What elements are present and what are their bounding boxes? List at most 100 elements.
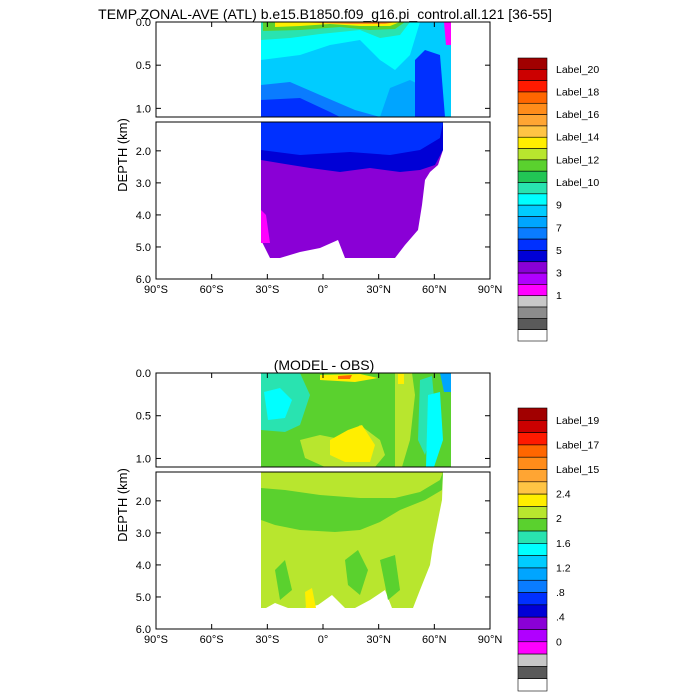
legend-label: 0 (556, 636, 562, 648)
legend-swatch (517, 493, 548, 507)
legend-label: 3 (556, 268, 562, 280)
legend-swatch (517, 407, 548, 421)
y-tick-label: 0.0 (136, 17, 151, 29)
legend-swatch (517, 148, 548, 161)
legend-swatch (517, 444, 548, 458)
field-region (261, 210, 270, 243)
field-region (440, 373, 451, 392)
legend-swatch (517, 567, 548, 581)
legend-label: Label_19 (556, 415, 599, 427)
y-tick-label: 0.0 (136, 368, 151, 380)
legend-swatch (517, 666, 548, 679)
legend-label: .8 (556, 587, 565, 599)
field-region (345, 550, 368, 595)
legend-label: 5 (556, 245, 562, 257)
legend-label: 1.2 (556, 562, 571, 574)
legend-swatch (517, 604, 548, 618)
y-tick-label: 3.0 (136, 528, 151, 540)
legend-label: 2.4 (556, 489, 571, 501)
legend-swatch (517, 284, 548, 297)
legend-swatch (517, 91, 548, 104)
legend-label: 1.6 (556, 538, 571, 550)
legend-swatch (517, 159, 548, 172)
x-tick-label: 0° (318, 284, 329, 296)
legend-swatch (517, 193, 548, 206)
legend-label: Label_14 (556, 132, 599, 144)
y-tick-label: 2.0 (136, 146, 151, 158)
y-tick-label: 5.0 (136, 242, 151, 254)
legend-swatch (517, 579, 548, 593)
legend-label: 9 (556, 200, 562, 212)
legend-1: Label_20 Label_18 Label_16 Label_14 Label_12… (517, 57, 599, 342)
y-tick-label: 1.0 (136, 103, 151, 115)
y-tick-label: 1.0 (136, 453, 151, 465)
x-tick-label: 90°S (144, 284, 168, 296)
chart-title-1: TEMP ZONAL-AVE (ATL) b.e15.B1850.f09_g16… (98, 6, 552, 22)
legend-swatch (517, 114, 548, 127)
legend-swatch (517, 592, 548, 606)
y-tick-labels-2: 0.0 0.5 1.0 2.0 3.0 4.0 5.0 6.0 (136, 368, 151, 636)
legend-label: 2 (556, 513, 562, 525)
y-tick-labels-1: 0.0 0.5 1.0 2.0 3.0 4.0 5.0 6.0 (136, 17, 151, 286)
x-tick-label: 30°S (255, 634, 279, 646)
y-tick-label: 5.0 (136, 592, 151, 604)
legend-swatch (517, 261, 548, 274)
legend-label: Label_20 (556, 64, 599, 76)
legend-label: Label_12 (556, 154, 599, 166)
legend-swatch (517, 57, 548, 70)
legend-label: Label_18 (556, 86, 599, 98)
legend-swatch (517, 555, 548, 569)
legend-label: Label_10 (556, 177, 599, 189)
field-region (264, 388, 292, 420)
legend-swatch (517, 481, 548, 495)
legend-swatch (517, 456, 548, 470)
legend-swatch (517, 641, 548, 655)
legend-swatch (517, 170, 548, 183)
legend-swatch (517, 125, 548, 138)
panel-1: TEMP ZONAL-AVE (ATL) b.e15.B1850.f09_g16… (98, 6, 599, 342)
x-tick-label: 60°N (422, 634, 447, 646)
legend-swatch (517, 518, 548, 532)
legend-label: 7 (556, 222, 562, 234)
y-axis-label-1: DEPTH (km) (115, 118, 130, 192)
legend-swatch (517, 182, 548, 195)
legend-swatch (517, 432, 548, 446)
legend-label: .4 (556, 612, 565, 624)
field-region (338, 375, 352, 379)
legend-swatch (517, 136, 548, 149)
chart-title-2: (MODEL - OBS) (274, 357, 375, 373)
y-tick-label: 3.0 (136, 178, 151, 190)
field-region (444, 22, 451, 45)
legend-label: 1 (556, 290, 562, 302)
legend-swatch (517, 530, 548, 544)
lower-field-2 (261, 472, 443, 608)
y-tick-label: 0.5 (136, 411, 151, 423)
legend-2: Label_19 Label_17 Label_15 2.4 2 1.6 1.2 .8 .4 0 (517, 407, 599, 692)
legend-swatch (517, 318, 548, 330)
legend-swatch (517, 80, 548, 93)
legend-label: Label_17 (556, 439, 599, 451)
x-tick-label: 30°S (255, 284, 279, 296)
legend-swatch (517, 204, 548, 217)
legend-label: Label_15 (556, 464, 599, 476)
field-region (426, 392, 443, 467)
legend-swatch (517, 250, 548, 263)
x-tick-label: 60°N (422, 284, 447, 296)
tick-marks-2 (155, 372, 491, 630)
field-region (261, 122, 443, 155)
x-tick-label: 90°S (144, 634, 168, 646)
legend-swatch (517, 272, 548, 285)
legend-swatch (517, 653, 548, 667)
y-tick-label: 2.0 (136, 496, 151, 508)
legend-swatch (517, 420, 548, 433)
field-region (305, 588, 316, 608)
legend-swatch (517, 227, 548, 240)
y-tick-label: 4.0 (136, 210, 151, 222)
x-tick-label: 60°S (200, 634, 224, 646)
legend-swatch (517, 616, 548, 630)
x-tick-label: 0° (318, 634, 329, 646)
field-region (398, 374, 404, 384)
field-region (380, 555, 400, 600)
field-region (395, 373, 415, 467)
